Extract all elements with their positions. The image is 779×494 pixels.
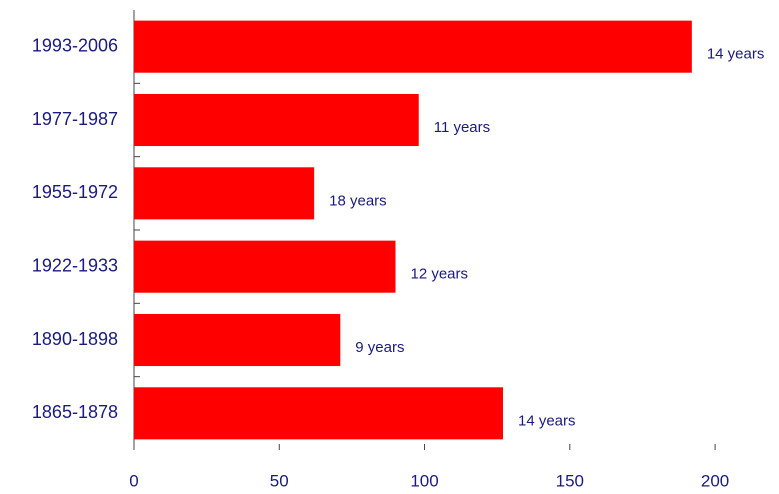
- bar-annotation: 11 years: [434, 119, 490, 136]
- y-tick-label: 1890-1898: [32, 329, 118, 349]
- bar: [134, 20, 692, 73]
- x-tick-label: 150: [556, 471, 584, 490]
- y-tick-label: 1993-2006: [32, 35, 118, 55]
- y-tick-label: 1955-1972: [32, 182, 118, 202]
- bar-annotation: 12 years: [410, 266, 468, 283]
- y-tick-label: 1865-1878: [32, 402, 118, 422]
- bar-annotation: 14 years: [518, 412, 576, 429]
- bar-annotation: 18 years: [329, 192, 387, 209]
- bar-annotation: 9 years: [355, 339, 404, 356]
- bar: [134, 240, 396, 293]
- bar: [134, 387, 503, 440]
- bar: [134, 93, 419, 147]
- x-tick-label: 200: [701, 471, 729, 490]
- x-tick-label: 100: [410, 471, 438, 490]
- bar: [134, 313, 341, 367]
- bar-annotation: 14 years: [707, 46, 765, 63]
- x-tick-label: 50: [270, 471, 289, 490]
- y-tick-label: 1922-1933: [32, 255, 118, 275]
- x-tick-label: 0: [129, 471, 138, 490]
- y-tick-label: 1977-1987: [32, 109, 118, 129]
- bar: [134, 167, 315, 220]
